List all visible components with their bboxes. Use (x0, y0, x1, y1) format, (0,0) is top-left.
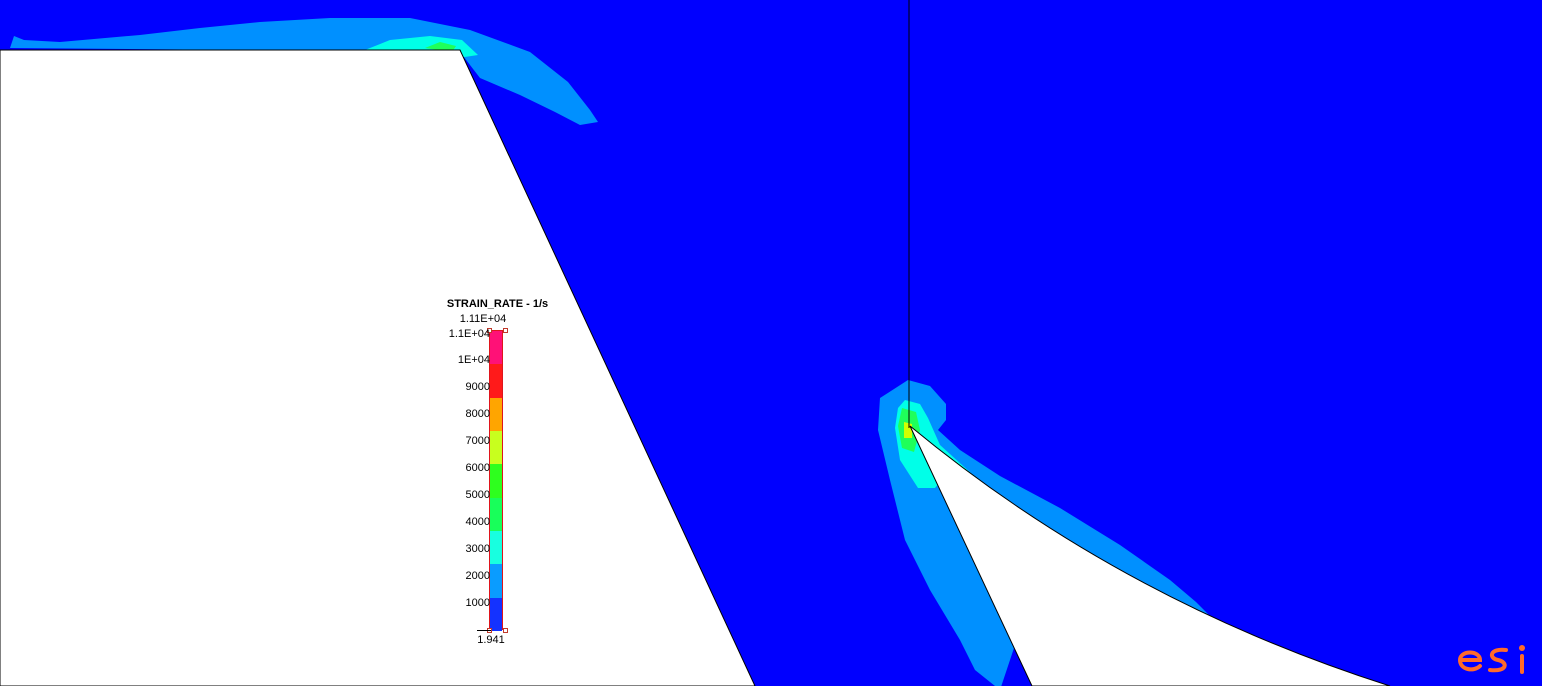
legend-tick-label: 7000 (465, 435, 490, 447)
color-legend[interactable]: STRAIN_RATE - 1/s 1.11E+04 1.941 1.1E+04… (425, 296, 575, 656)
legend-min-label: 1.941 (477, 634, 505, 646)
legend-band (490, 431, 502, 465)
contour-yellow-tip (904, 422, 912, 438)
legend-handle[interactable] (487, 328, 492, 333)
legend-tick-label: 6000 (465, 462, 490, 474)
legend-tick-label: 2000 (465, 570, 490, 582)
legend-band (490, 597, 502, 632)
legend-band (490, 464, 502, 499)
legend-tick-label: 9000 (465, 381, 490, 393)
crack-opening (909, 425, 1391, 686)
legend-band (490, 364, 502, 399)
legend-min-tick (477, 630, 491, 631)
legend-colorbar[interactable] (489, 330, 503, 632)
legend-band (490, 397, 502, 432)
legend-max-label: 1.11E+04 (459, 313, 507, 325)
legend-tick-label: 1.1E+04 (448, 328, 490, 340)
legend-tick-label: 5000 (465, 489, 490, 501)
legend-band (490, 531, 502, 565)
legend-handle[interactable] (503, 628, 508, 633)
legend-band (490, 331, 502, 365)
legend-tick-label: 1000 (465, 597, 490, 609)
legend-band (490, 564, 502, 599)
legend-handle[interactable] (503, 328, 508, 333)
esi-logo-icon (1458, 645, 1525, 674)
legend-tick-label: 4000 (465, 516, 490, 528)
legend-tick-label: 1E+04 (457, 354, 490, 366)
legend-title: STRAIN_RATE - 1/s (446, 298, 549, 310)
legend-tick-label: 8000 (465, 408, 490, 420)
cutting-tool (0, 49, 756, 686)
legend-band (490, 497, 502, 532)
legend-tick-label: 3000 (465, 543, 490, 555)
